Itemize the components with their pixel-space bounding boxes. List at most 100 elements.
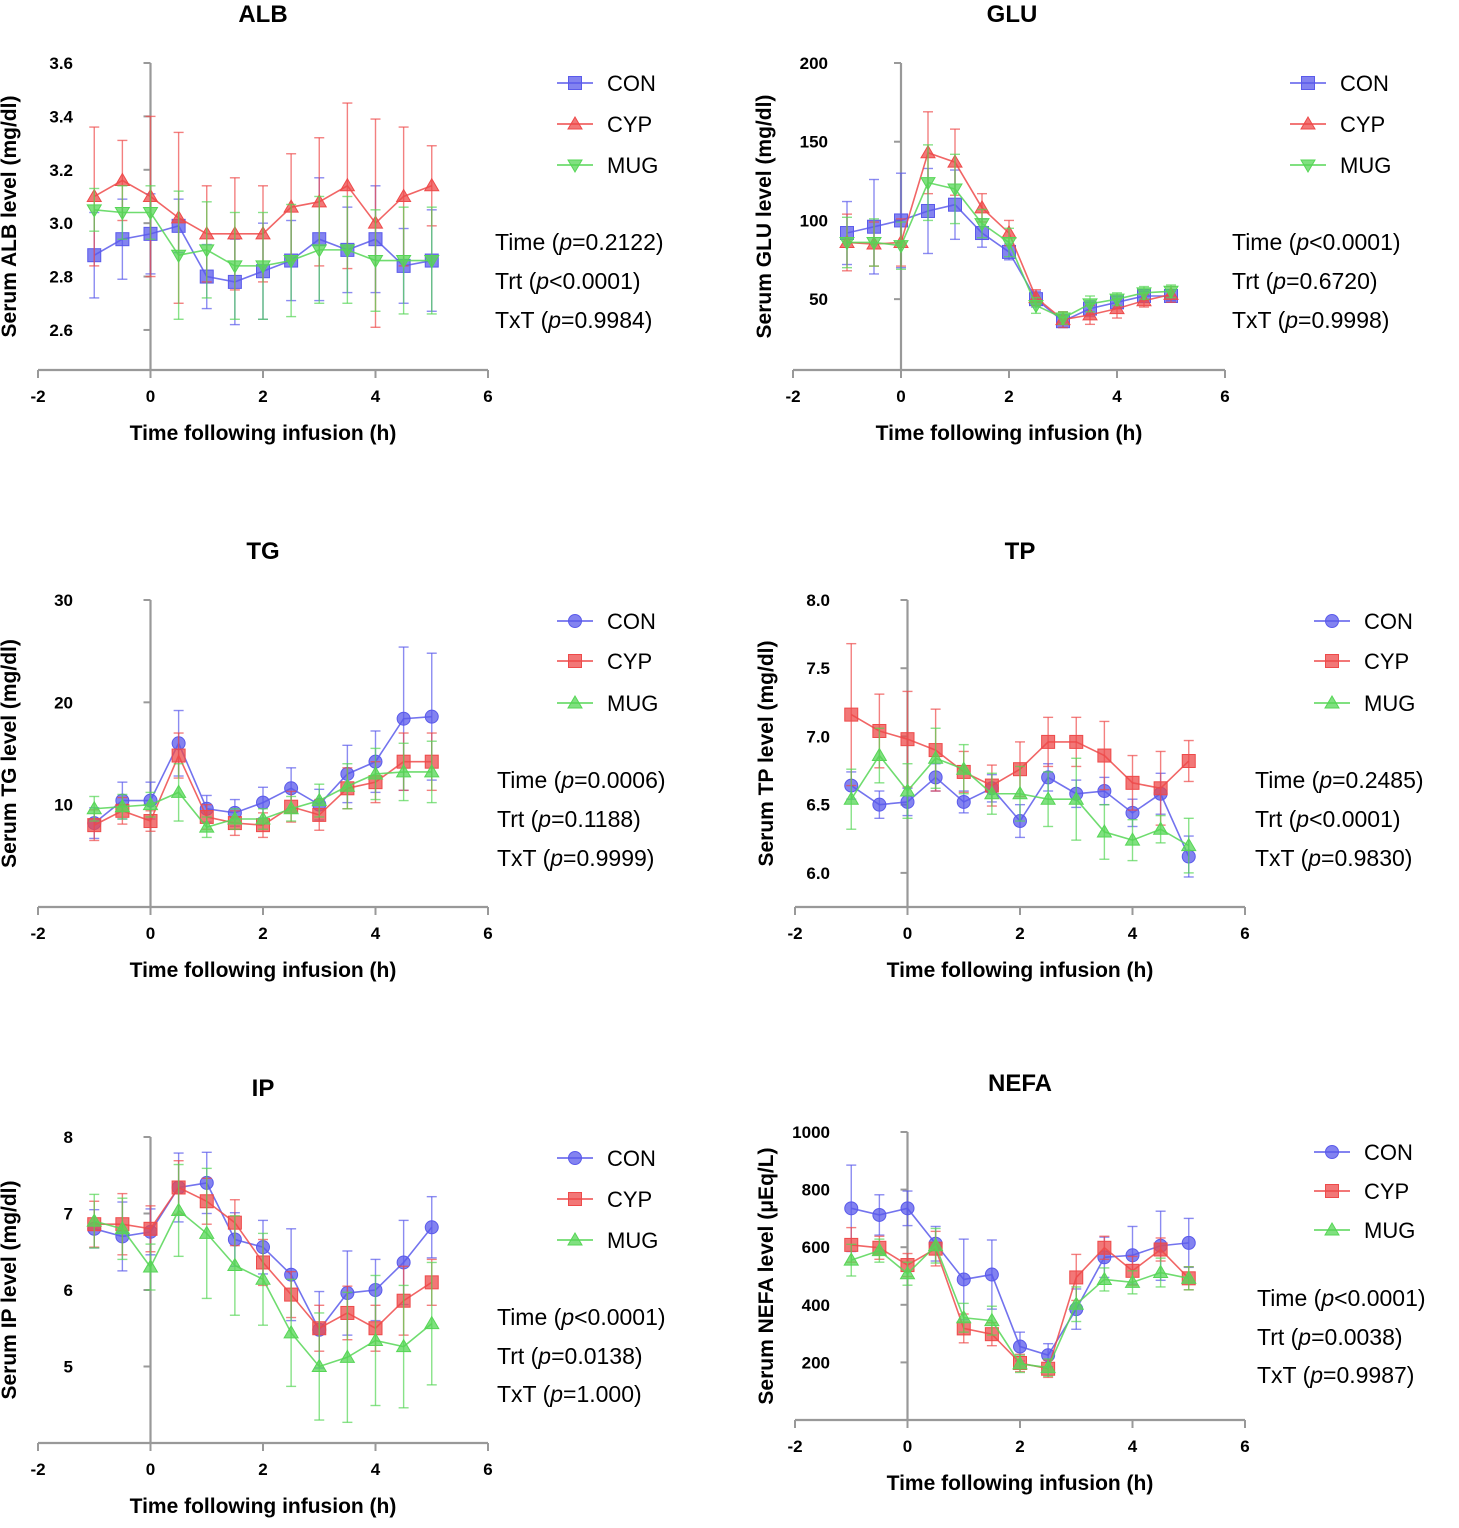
data-point — [844, 707, 859, 722]
data-point — [114, 1220, 131, 1235]
x-tick-label: 2 — [258, 387, 267, 406]
data-point — [1097, 748, 1112, 763]
x-tick-label: 6 — [483, 387, 492, 406]
x-tick-label: 6 — [483, 1460, 492, 1479]
data-point — [984, 785, 1000, 800]
data-point — [899, 1265, 916, 1280]
panel-nefa: NEFA -2 0 2 4 6 200 400 600 800 1000 Time following… — [755, 1070, 1426, 1495]
data-point — [955, 761, 972, 775]
x-tick-label: 4 — [1128, 1437, 1138, 1456]
data-point — [1163, 285, 1179, 300]
y-axis-label: Serum NEFA level (μEq/L) — [755, 1147, 778, 1404]
data-point — [1069, 1270, 1084, 1285]
data-point — [1082, 306, 1098, 321]
x-axis-label: Time following infusion (h) — [887, 1472, 1154, 1495]
y-axis-label: Serum GLU level (mg/dl) — [753, 95, 776, 339]
y-axis-label: Serum TP level (mg/dl) — [755, 640, 778, 866]
data-point — [1069, 734, 1084, 749]
legend-label: CYP — [607, 1187, 652, 1212]
data-point — [255, 811, 271, 825]
legend-marker — [568, 1192, 582, 1206]
y-tick-label: 200 — [800, 54, 828, 73]
panel-alb: ALB -2 0 2 4 6 2.6 2.8 3.0 3.2 3.4 3.6 Time followin… — [0, 1, 664, 445]
data-point — [900, 732, 915, 747]
y-tick-label: 2.6 — [49, 321, 73, 340]
legend-item-con: CON — [557, 1146, 656, 1171]
x-tick-label: 0 — [903, 924, 912, 943]
data-point — [1181, 754, 1196, 769]
y-tick-label: 600 — [802, 1238, 830, 1257]
series-mug — [843, 727, 1197, 874]
x-tick-label: 2 — [258, 1460, 267, 1479]
data-point — [311, 244, 328, 258]
y-tick-label: 5 — [64, 1358, 73, 1377]
data-point — [142, 796, 159, 811]
y-tick-label: 150 — [800, 133, 828, 152]
legend-label: CYP — [607, 112, 652, 137]
data-point — [396, 711, 411, 726]
data-point — [86, 800, 103, 815]
stat-line: TxT (p=0.9999) — [497, 845, 654, 871]
y-tick-label: 7.0 — [806, 727, 830, 746]
legend-item-cyp: CYP — [1314, 1179, 1409, 1204]
y-tick-label: 2.8 — [49, 268, 73, 287]
data-point — [423, 763, 440, 778]
data-point — [395, 1338, 412, 1353]
data-point — [339, 177, 356, 192]
legend-label: CYP — [1364, 649, 1409, 674]
data-point — [1136, 287, 1152, 301]
panel-tp: TP -2 0 2 4 6 6.0 6.5 7.0 7.5 8.0 Time following in… — [755, 538, 1424, 982]
data-point — [367, 765, 384, 780]
series-mug — [86, 1163, 440, 1424]
y-tick-label: 1000 — [792, 1123, 830, 1142]
series-cyp — [839, 111, 1179, 329]
x-tick-label: 4 — [371, 387, 381, 406]
data-point — [1152, 1264, 1169, 1279]
data-point — [1180, 1270, 1197, 1284]
panel-title: GLU — [987, 1, 1038, 28]
data-point — [311, 792, 328, 807]
data-point — [1068, 791, 1085, 805]
x-axis-label: Time following infusion (h) — [887, 959, 1154, 982]
legend-marker — [567, 1232, 583, 1246]
stat-line: TxT (p=0.9830) — [1255, 845, 1412, 871]
data-point — [86, 204, 103, 218]
data-point — [1153, 1242, 1168, 1257]
data-point — [1012, 1355, 1028, 1370]
legend-marker — [567, 695, 583, 709]
legend-label: MUG — [1364, 1218, 1415, 1243]
data-point — [424, 709, 439, 724]
data-point — [142, 206, 159, 221]
y-tick-label: 20 — [54, 693, 73, 712]
data-point — [843, 791, 860, 805]
data-point — [114, 172, 131, 186]
data-point — [871, 747, 888, 762]
y-tick-label: 3.2 — [49, 161, 73, 180]
data-point — [339, 244, 356, 258]
data-point — [395, 255, 412, 269]
legend-label: CON — [607, 71, 656, 96]
data-point — [1040, 1359, 1056, 1374]
data-point — [844, 1201, 859, 1216]
data-point — [198, 1225, 215, 1239]
data-point — [872, 797, 887, 812]
y-tick-label: 6.0 — [806, 864, 830, 883]
y-tick-label: 800 — [802, 1181, 830, 1200]
data-point — [955, 1309, 972, 1324]
legend-label: MUG — [607, 153, 658, 178]
legend-item-cyp: CYP — [557, 112, 652, 137]
data-point — [143, 1221, 158, 1236]
y-tick-label: 50 — [809, 290, 828, 309]
y-tick-label: 3.6 — [49, 54, 73, 73]
legend-item-mug: MUG — [557, 1228, 658, 1253]
data-point — [843, 1252, 860, 1266]
data-point — [256, 795, 270, 810]
legend-marker — [1324, 1222, 1340, 1236]
panel-title: TG — [246, 538, 279, 565]
legend-label: MUG — [607, 691, 658, 716]
x-axis-label: Time following infusion (h) — [876, 422, 1143, 445]
x-tick-label: 4 — [371, 1460, 381, 1479]
data-point — [956, 794, 971, 809]
data-point — [927, 1237, 944, 1252]
data-point — [367, 255, 384, 269]
